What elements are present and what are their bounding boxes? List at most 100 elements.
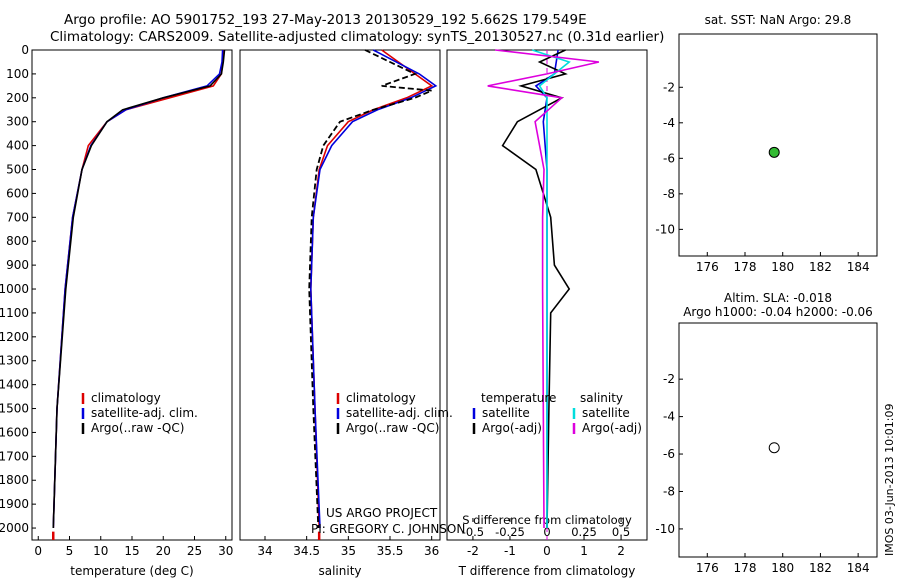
depth-ytick-label: 1400 — [0, 378, 29, 392]
tdiff-xtick-label: 2 — [617, 544, 625, 558]
sla-map-frame — [678, 322, 878, 558]
sla-map-xtick-label: 180 — [771, 561, 794, 575]
sst-map-argo-position-marker — [768, 146, 780, 158]
imos-watermark: IMOS 03-Jun-2013 10:01:09 — [883, 403, 896, 556]
salinity-xtick-label: 34.5 — [293, 544, 320, 558]
temperature-legend-0-label: climatology — [91, 391, 161, 405]
sst-map-xtick-label: 176 — [696, 260, 719, 274]
salinity-legend-0-label: climatology — [346, 391, 416, 405]
sla-map-ytick-label: -4 — [663, 410, 675, 424]
sla-map-xtick-label: 176 — [696, 561, 719, 575]
sla-map-xtick-label: 178 — [734, 561, 757, 575]
sdiff-xtick-label: -0.25 — [495, 525, 525, 539]
temperature-series-0 — [52, 49, 225, 529]
salinity-xtick-label: 35.5 — [377, 544, 404, 558]
diff-legend-temperature-argo-label: Argo(-adj) — [482, 421, 542, 435]
difference-series-2 — [531, 49, 571, 528]
sla-map-title-line-2: Argo h1000: -0.04 h2000: -0.06 — [683, 305, 873, 319]
depth-ytick-label: 800 — [6, 234, 29, 248]
diff-legend-salinity-title: salinity — [580, 391, 623, 405]
diff-legend-temperature-title: temperature — [481, 391, 556, 405]
temperature-xtick-label: 25 — [187, 544, 202, 558]
salinity-xlabel: salinity — [318, 564, 361, 578]
tdiff-xtick-label: -1 — [504, 544, 516, 558]
depth-ytick-label: 0 — [21, 43, 29, 57]
depth-ytick-label: 1800 — [0, 473, 29, 487]
pi-annotation: PI: GREGORY C. JOHNSON — [311, 522, 465, 536]
temperature-xtick-label: 30 — [218, 544, 233, 558]
depth-ytick-label: 100 — [6, 67, 29, 81]
depth-ytick-label: 500 — [6, 163, 29, 177]
sst-map-xtick-label: 178 — [734, 260, 757, 274]
title-line-2: Climatology: CARS2009. Satellite-adjuste… — [50, 29, 665, 45]
depth-ytick-label: 1700 — [0, 449, 29, 463]
salinity-xtick-label: 34 — [257, 544, 272, 558]
depth-ytick-label: 1200 — [0, 330, 29, 344]
temperature-xlabel: temperature (deg C) — [70, 564, 193, 578]
temperature-xtick-label: 20 — [156, 544, 171, 558]
sla-map-title-line-1: Altim. SLA: -0.018 — [724, 291, 832, 305]
sst-map-ytick-label: -10 — [655, 222, 675, 236]
temperature-series-1 — [52, 49, 224, 529]
diff-legend-salinity-satellite-label: satellite — [582, 406, 630, 420]
depth-ytick-label: 1100 — [0, 306, 29, 320]
difference-series-3 — [487, 49, 600, 529]
temperature-xtick-label: 10 — [93, 544, 108, 558]
salinity-xtick-label: 36 — [424, 544, 439, 558]
salinity-series-0 — [309, 49, 434, 529]
sdiff-xtick-label: 0.25 — [571, 525, 597, 539]
sla-map-xtick-label: 182 — [809, 561, 832, 575]
depth-ytick-label: 1000 — [0, 282, 29, 296]
project-annotation: US ARGO PROJECT — [326, 506, 438, 520]
sst-map-ytick-label: -4 — [663, 116, 675, 130]
sla-map-xtick-label: 184 — [847, 561, 870, 575]
sla-map-ytick-label: -2 — [663, 372, 675, 386]
salinity-xtick-label: 35 — [341, 544, 356, 558]
sla-map-ytick-label: -6 — [663, 447, 675, 461]
depth-ytick-label: 600 — [6, 186, 29, 200]
sla-map-ytick-label: -8 — [663, 484, 675, 498]
diff-legend-salinity-argo-label: Argo(-adj) — [582, 421, 642, 435]
tdiff-xlabel: T difference from climatology — [458, 564, 636, 578]
salinity-series-2 — [308, 49, 433, 529]
depth-ytick-label: 1600 — [0, 425, 29, 439]
salinity-series-1 — [309, 49, 438, 529]
title-line-1: Argo profile: AO 5901752_193 27-May-2013… — [64, 12, 587, 28]
sdiff-xtick-label: -0.5 — [462, 525, 484, 539]
depth-ytick-label: 1300 — [0, 354, 29, 368]
sst-map-ytick-label: -6 — [663, 151, 675, 165]
depth-ytick-label: 900 — [6, 258, 29, 272]
salinity-legend-1-label: satellite-adj. clim. — [346, 406, 453, 420]
sst-map-xtick-label: 182 — [809, 260, 832, 274]
depth-ytick-label: 300 — [6, 115, 29, 129]
depth-ytick-label: 1900 — [0, 497, 29, 511]
temperature-series-2 — [52, 49, 226, 529]
temperature-xtick-label: 15 — [124, 544, 139, 558]
salinity-legend-2-label: Argo(..raw -QC) — [346, 421, 439, 435]
sst-map-frame — [678, 33, 878, 257]
temperature-xtick-label: 5 — [66, 544, 74, 558]
tdiff-xtick-label: 0 — [543, 544, 551, 558]
sst-map-xtick-label: 180 — [771, 260, 794, 274]
sst-map-ytick-label: -2 — [663, 80, 675, 94]
depth-ytick-label: 1500 — [0, 402, 29, 416]
temperature-legend-2-label: Argo(..raw -QC) — [91, 421, 184, 435]
sst-map-xtick-label: 184 — [847, 260, 870, 274]
sst-map-title: sat. SST: NaN Argo: 29.8 — [705, 13, 852, 27]
salinity-panel-frame — [239, 49, 441, 541]
depth-ytick-label: 200 — [6, 91, 29, 105]
depth-ytick-label: 400 — [6, 139, 29, 153]
temperature-xtick-label: 0 — [34, 544, 42, 558]
depth-ytick-label: 700 — [6, 210, 29, 224]
tdiff-xtick-label: -2 — [467, 544, 479, 558]
depth-ytick-label: 2000 — [0, 521, 29, 535]
tdiff-xtick-label: 1 — [580, 544, 588, 558]
sla-map-ytick-label: -10 — [655, 522, 675, 536]
temperature-legend-1-label: satellite-adj. clim. — [91, 406, 198, 420]
sdiff-xtick-label: 0.5 — [612, 525, 630, 539]
sst-map-ytick-label: -8 — [663, 187, 675, 201]
sla-map-argo-position-marker — [768, 442, 780, 454]
diff-legend-temperature-satellite-label: satellite — [482, 406, 530, 420]
temperature-panel-frame — [31, 49, 233, 541]
